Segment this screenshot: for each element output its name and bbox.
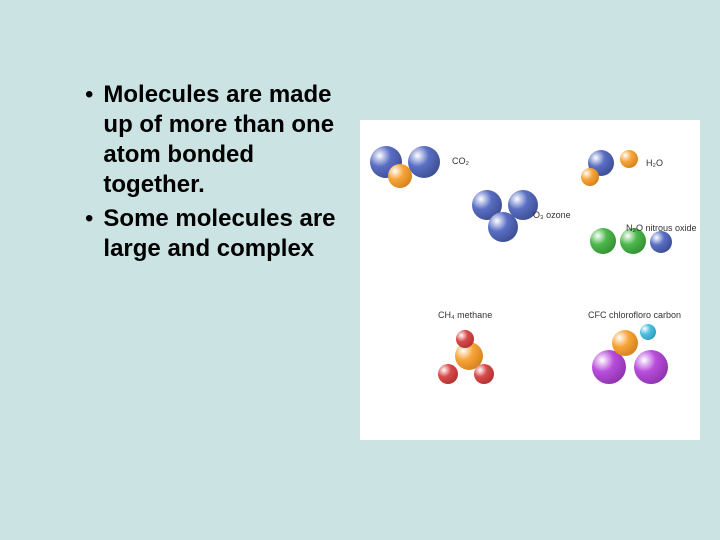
bullet-text-2: Some molecules are large and complex bbox=[103, 204, 355, 264]
atom bbox=[388, 164, 412, 188]
atom bbox=[456, 330, 474, 348]
atom bbox=[620, 150, 638, 168]
atom bbox=[590, 228, 616, 254]
molecule-label-methane: CH₄ methane bbox=[438, 310, 492, 320]
bullet-item-2: • Some molecules are large and complex bbox=[85, 204, 355, 264]
atom bbox=[408, 146, 440, 178]
bullet-list: • Molecules are made up of more than one… bbox=[85, 80, 355, 268]
bullet-dot: • bbox=[85, 80, 93, 110]
bullet-dot: • bbox=[85, 204, 93, 234]
molecule-label-cfc: CFC chlorofloro carbon bbox=[588, 310, 681, 320]
atom bbox=[650, 231, 672, 253]
bullet-text-1: Molecules are made up of more than one a… bbox=[103, 80, 355, 200]
atom bbox=[438, 364, 458, 384]
molecule-diagram: CO₂ O₃ ozone H₂O N₂O nitrous oxide CH₄ metha… bbox=[360, 120, 700, 440]
atom bbox=[640, 324, 656, 340]
atom bbox=[634, 350, 668, 384]
atom bbox=[612, 330, 638, 356]
bullet-item-1: • Molecules are made up of more than one… bbox=[85, 80, 355, 200]
molecule-label-co2: CO₂ bbox=[452, 156, 469, 166]
atom bbox=[474, 364, 494, 384]
molecule-label-n2o: N₂O nitrous oxide bbox=[626, 223, 697, 233]
atom bbox=[581, 168, 599, 186]
atom bbox=[488, 212, 518, 242]
molecule-label-h2o: H₂O bbox=[646, 158, 663, 168]
molecule-label-ozone: O₃ ozone bbox=[533, 210, 571, 220]
